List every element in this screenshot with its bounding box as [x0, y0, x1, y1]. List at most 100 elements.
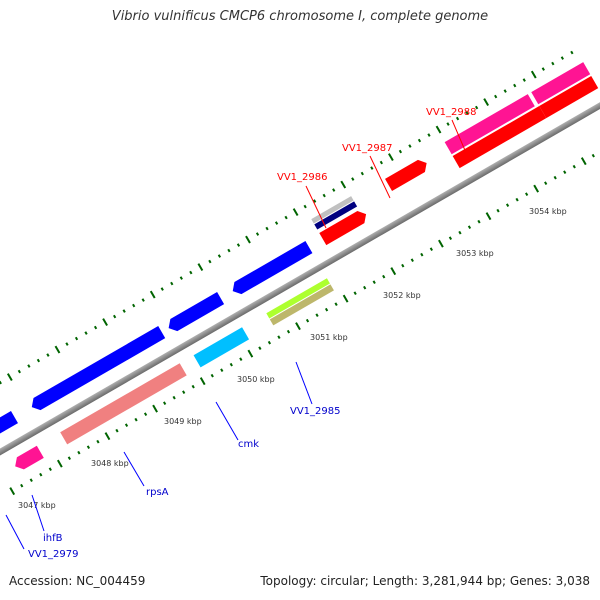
forward-label-leaders	[305, 119, 471, 229]
gene-label-ihfb[interactable]: ihfB	[43, 533, 63, 544]
gene-arrow[interactable]	[531, 62, 591, 105]
minor-tick	[379, 160, 383, 165]
minor-tick	[179, 276, 183, 280]
minor-tick	[427, 133, 431, 137]
major-tick	[245, 235, 251, 244]
gene-arrow[interactable]	[193, 327, 250, 368]
genome-stats-text: Topology: circular; Length: 3,281,944 bp…	[260, 574, 590, 588]
kbp-label: 3054 kbp	[529, 207, 567, 216]
gene-arrow[interactable]	[0, 411, 18, 437]
major-tick	[6, 373, 13, 382]
minor-tick	[29, 478, 33, 482]
minor-tick	[74, 336, 79, 341]
major-tick	[533, 184, 540, 193]
kbp-labels: 3047 kbp 3048 kbp 3049 kbp 3050 kbp 3051 kbp…	[18, 207, 567, 510]
gene-arrow[interactable]	[311, 196, 354, 224]
gene-label-vv1-2988[interactable]: VV1_2988	[426, 107, 477, 118]
major-tick	[388, 153, 394, 162]
minor-tick	[239, 357, 243, 361]
major-tick	[9, 487, 16, 496]
major-tick	[292, 208, 299, 217]
minor-tick	[465, 111, 469, 115]
gene-label-vv1-2985[interactable]: VV1_2985	[290, 406, 341, 417]
gene-arrow[interactable]	[444, 94, 535, 155]
gene-arrow[interactable]	[12, 445, 44, 473]
gene-arrow[interactable]	[539, 76, 599, 119]
gene-arrow[interactable]	[452, 106, 547, 169]
minor-tick	[324, 307, 329, 312]
kbp-label: 3050 kbp	[237, 375, 275, 384]
gene-arrow[interactable]	[314, 201, 358, 230]
major-tick	[54, 345, 61, 354]
gene-label-vv1-2987[interactable]: VV1_2987	[342, 143, 393, 154]
gene-label-cmk[interactable]: cmk	[238, 439, 259, 450]
minor-tick	[191, 384, 195, 389]
minor-tick	[458, 230, 462, 235]
minor-tick	[267, 340, 272, 345]
minor-tick	[134, 417, 138, 422]
minor-tick	[372, 280, 376, 284]
kbp-label: 3048 kbp	[91, 459, 129, 468]
gene-arrow[interactable]	[385, 157, 430, 192]
major-tick	[102, 318, 108, 327]
minor-tick	[475, 105, 479, 110]
major-tick	[435, 125, 442, 134]
gene-arrow[interactable]	[319, 208, 369, 246]
major-tick	[483, 98, 490, 107]
gene-arrow[interactable]	[60, 363, 187, 445]
minor-tick	[182, 390, 186, 394]
minor-tick	[553, 175, 557, 180]
major-tick	[247, 349, 254, 358]
minor-tick	[122, 309, 126, 313]
minor-tick	[46, 353, 50, 357]
minor-tick	[163, 401, 167, 405]
major-tick	[56, 459, 63, 468]
minor-tick	[113, 314, 117, 319]
minor-tick	[265, 226, 269, 231]
minor-tick	[286, 329, 291, 334]
minor-tick	[525, 192, 529, 196]
minor-tick	[455, 116, 460, 121]
minor-tick	[208, 259, 212, 264]
minor-tick	[124, 423, 129, 427]
minor-tick	[227, 248, 231, 253]
gene-arrow[interactable]	[165, 292, 225, 334]
gene-arrow[interactable]	[229, 241, 313, 297]
minor-tick	[572, 164, 576, 169]
gene-label-vv1-2979[interactable]: VV1_2979	[28, 549, 79, 560]
minor-tick	[505, 203, 510, 207]
minor-tick	[67, 456, 71, 460]
major-tick	[295, 322, 301, 331]
minor-tick	[236, 243, 241, 247]
minor-tick	[351, 177, 355, 181]
minor-tick	[503, 89, 507, 93]
gene-arrow[interactable]	[269, 284, 334, 326]
major-tick	[152, 404, 158, 413]
minor-tick	[20, 483, 24, 488]
major-tick	[340, 180, 347, 189]
minor-tick	[591, 153, 595, 158]
minor-tick	[322, 193, 326, 198]
gene-label-vv1-2986[interactable]: VV1_2986	[277, 172, 328, 183]
gene-arrow[interactable]	[28, 326, 166, 413]
major-tick	[438, 239, 444, 248]
minor-tick	[143, 412, 148, 416]
minor-tick	[313, 199, 317, 203]
minor-tick	[93, 325, 98, 330]
minor-tick	[494, 94, 498, 99]
major-tick	[199, 377, 206, 386]
minor-tick	[189, 270, 193, 275]
gene-label-rpsa[interactable]: rpsA	[146, 487, 169, 498]
kbp-label: 3047 kbp	[18, 501, 56, 510]
minor-tick	[217, 254, 222, 258]
kbp-label: 3053 kbp	[456, 249, 494, 258]
gene-arrow[interactable]	[266, 278, 330, 319]
minor-tick	[496, 208, 500, 213]
minor-tick	[27, 364, 31, 368]
minor-tick	[160, 287, 164, 291]
minor-tick	[255, 232, 260, 236]
minor-tick	[84, 331, 88, 335]
minor-tick	[305, 318, 310, 323]
minor-tick	[467, 225, 472, 229]
minor-tick	[229, 362, 233, 367]
